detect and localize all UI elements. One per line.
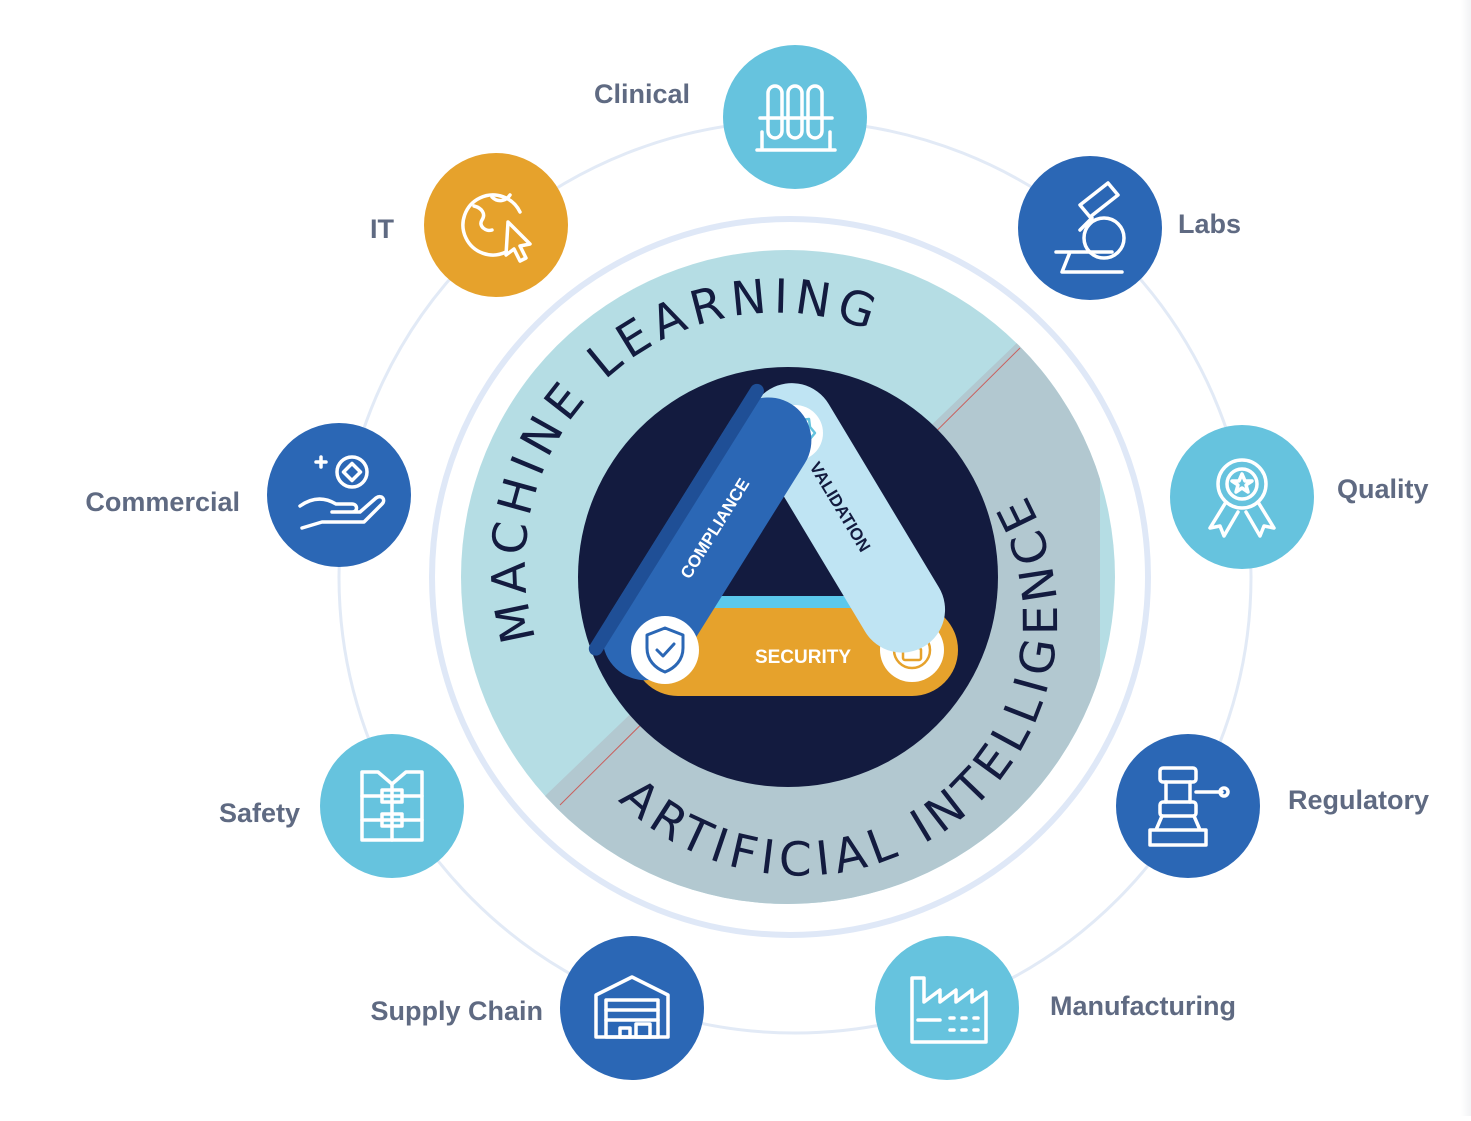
test-tubes-icon [755,84,837,152]
node-clinical[interactable]: Clinical [594,45,867,189]
node-supply-chain[interactable]: Supply Chain [370,936,704,1080]
warehouse-icon [594,975,670,1039]
outer-ring [429,216,1151,938]
quality-circle [1170,425,1314,569]
award-ribbon-icon [1208,458,1276,538]
node-quality[interactable]: Quality [1170,425,1429,569]
right-edge-shadow [1461,0,1471,1116]
safety-vest-icon [360,770,424,842]
central-triangle: SECURITY VALIDATION COMPLIANCE [588,383,958,696]
commercial-label: Commercial [85,487,240,517]
manufacturing-circle [875,936,1019,1080]
node-safety[interactable]: Safety [219,734,464,878]
compliance-icon-badge [631,616,699,684]
security-label: SECURITY [755,647,851,668]
shield-check-icon [645,626,685,674]
safety-label: Safety [219,798,300,828]
node-labs[interactable]: Labs [1018,156,1241,300]
manufacturing-label: Manufacturing [1050,991,1236,1021]
gavel-icon [1148,766,1230,847]
labs-label: Labs [1178,209,1241,239]
it-circle [424,153,568,297]
clinical-label: Clinical [594,79,690,109]
supply-chain-label: Supply Chain [370,996,543,1026]
quality-label: Quality [1337,474,1429,504]
node-manufacturing[interactable]: Manufacturing [875,936,1236,1080]
it-label: IT [370,214,395,244]
regulatory-circle [1116,734,1260,878]
globe-cursor-icon [461,193,532,263]
factory-icon [910,976,988,1044]
node-it[interactable]: IT [370,153,568,297]
regulatory-label: Regulatory [1288,785,1429,815]
commercial-circle [267,423,411,567]
supply-chain-circle [560,936,704,1080]
node-commercial[interactable]: Commercial [85,423,411,567]
ml-ai-ring: MACHINE LEARNING ARTIFICIAL INTELLIGENCE [461,250,1115,904]
labs-circle [1018,156,1162,300]
hand-coin-icon [298,455,386,530]
node-regulatory[interactable]: Regulatory [1116,734,1429,878]
compliance-band: COMPLIANCE [588,383,812,681]
microscope-icon [1054,181,1126,274]
